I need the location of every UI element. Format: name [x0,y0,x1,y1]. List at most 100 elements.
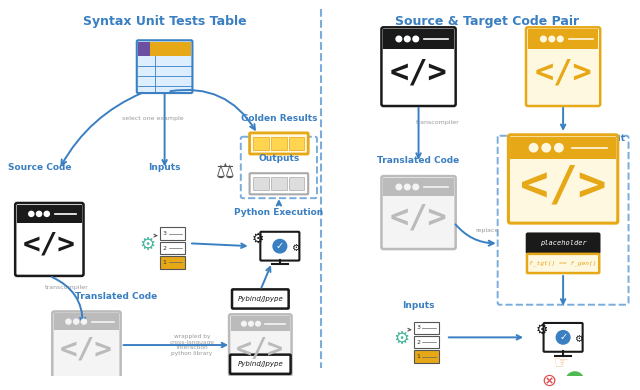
Circle shape [81,319,86,324]
Bar [138,42,150,56]
FancyBboxPatch shape [250,173,308,194]
Circle shape [555,144,563,152]
Circle shape [404,36,410,42]
Text: ✓: ✓ [559,332,567,342]
Circle shape [549,36,555,42]
Text: </>: </> [390,202,447,234]
FancyBboxPatch shape [260,232,300,261]
Text: ⚖: ⚖ [216,162,234,182]
Circle shape [36,211,42,216]
Bar [253,137,269,150]
Text: Source Code: Source Code [8,163,71,172]
FancyBboxPatch shape [526,27,600,106]
Circle shape [396,36,402,42]
Text: ⚙: ⚙ [139,236,155,254]
Circle shape [66,319,71,324]
FancyBboxPatch shape [381,27,456,106]
Bar [413,321,439,334]
Bar [289,177,304,190]
FancyBboxPatch shape [15,203,84,276]
Text: placeholder: placeholder [540,240,586,246]
Bar [510,137,616,159]
Text: </>: </> [520,162,607,209]
Circle shape [273,239,287,253]
FancyBboxPatch shape [52,312,121,379]
Text: ⊗: ⊗ [542,372,557,390]
Text: ✓: ✓ [276,241,284,251]
Text: ✓: ✓ [568,373,581,388]
Text: Translated Code: Translated Code [378,156,460,165]
Circle shape [413,36,419,42]
Text: 2: 2 [163,246,166,251]
FancyBboxPatch shape [527,234,599,253]
Circle shape [396,184,402,190]
Bar [160,242,185,254]
Bar [231,316,290,331]
Text: ⚙: ⚙ [252,232,264,245]
Text: Golden Results: Golden Results [241,114,317,123]
Circle shape [404,184,410,190]
Text: 1: 1 [417,354,420,359]
FancyBboxPatch shape [508,135,618,223]
FancyBboxPatch shape [381,176,456,249]
Bar [54,314,118,330]
FancyBboxPatch shape [230,355,291,374]
Text: ☞: ☞ [554,354,568,372]
FancyBboxPatch shape [543,323,582,352]
Text: f_tgt() == f_gen(): f_tgt() == f_gen() [529,261,597,266]
Circle shape [74,319,79,324]
FancyBboxPatch shape [229,314,292,376]
Circle shape [248,321,253,326]
Circle shape [255,321,260,326]
Text: transcompiler: transcompiler [416,120,460,125]
Bar [160,227,185,240]
Text: Python Execution: Python Execution [234,208,323,217]
Text: 3: 3 [417,325,420,330]
Text: Syntax Unit Tests Table: Syntax Unit Tests Table [83,15,246,28]
Text: Pybind/Jpype: Pybind/Jpype [237,361,284,367]
Circle shape [542,144,550,152]
Text: select one example: select one example [122,116,184,121]
Text: ⚙: ⚙ [536,323,548,337]
Text: 3: 3 [163,231,166,236]
Text: wrappled by
cross-language
interaction
python library: wrappled by cross-language interaction p… [170,334,214,356]
Circle shape [566,372,584,389]
Bar [383,178,454,196]
Text: </>: </> [23,231,76,259]
Text: Runtime Environment: Runtime Environment [515,135,625,144]
Text: 2: 2 [417,340,420,345]
Bar [253,177,269,190]
Bar [271,137,287,150]
Bar [528,29,598,49]
Text: replace: replace [476,228,499,233]
Bar [289,137,304,150]
Circle shape [541,36,546,42]
Circle shape [413,184,419,190]
Circle shape [529,144,538,152]
FancyBboxPatch shape [232,289,289,308]
Text: ⚙: ⚙ [291,243,300,253]
Circle shape [241,321,246,326]
Text: Inputs: Inputs [403,301,435,310]
Bar [413,336,439,348]
Bar [413,350,439,363]
Text: </>: </> [60,336,113,364]
Text: 1: 1 [163,260,166,265]
FancyBboxPatch shape [250,133,308,154]
Circle shape [556,331,570,344]
Text: Outputs: Outputs [259,154,300,163]
Text: </>: </> [534,57,592,88]
Text: transcompiler: transcompiler [45,285,89,291]
Text: Pybind/Jpype: Pybind/Jpype [237,296,284,302]
Text: ⚙: ⚙ [574,334,583,344]
Text: ⚙: ⚙ [393,330,409,348]
Text: Translated Code: Translated Code [75,292,157,301]
Bar [160,256,185,269]
Circle shape [44,211,49,216]
Bar [138,42,191,56]
Bar [17,205,81,223]
Text: Source & Target Code Pair: Source & Target Code Pair [395,15,579,28]
Circle shape [557,36,563,42]
FancyBboxPatch shape [137,40,193,93]
FancyBboxPatch shape [527,254,599,273]
